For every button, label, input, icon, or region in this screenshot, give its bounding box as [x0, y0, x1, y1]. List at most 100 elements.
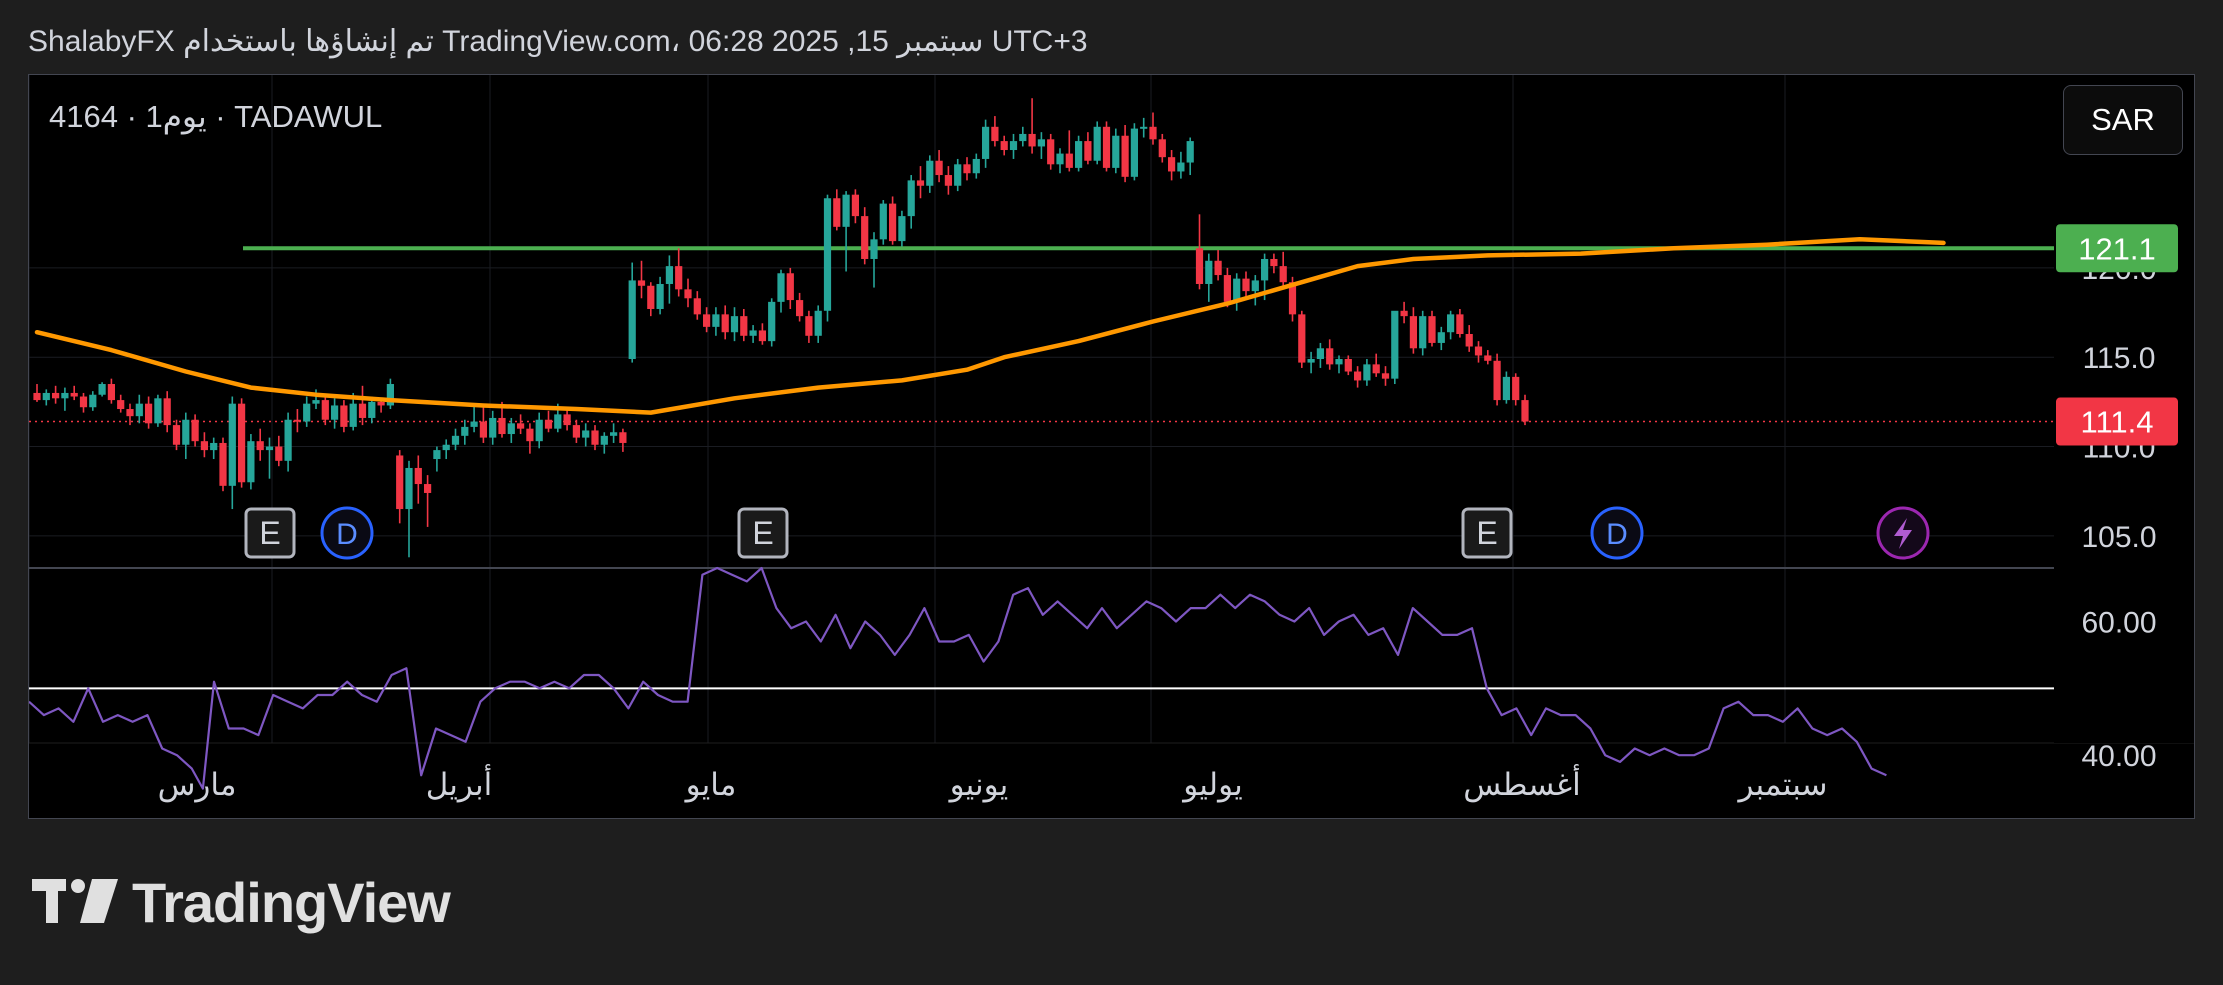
candle-up: [1019, 133, 1027, 142]
candle-down: [1474, 346, 1483, 356]
chart-panel[interactable]: EDEED105.0110.0115.0120.040.0060.00121.1…: [28, 74, 2195, 819]
candle-down: [889, 203, 897, 242]
candle-down: [517, 423, 525, 429]
candle-down: [256, 441, 264, 451]
candle-up: [628, 280, 636, 360]
candle-up: [842, 194, 850, 227]
candle-up: [89, 394, 97, 408]
candle-up: [182, 419, 190, 445]
last-price-badge-text: 111.4: [2081, 405, 2154, 440]
candle-up: [210, 442, 218, 451]
resistance-price-badge-text: 121.1: [2078, 231, 2156, 266]
split-marker[interactable]: [1876, 506, 1930, 560]
candle-down: [721, 314, 729, 333]
tradingview-logo-text: TradingView: [132, 870, 451, 934]
candle-up: [1251, 280, 1259, 292]
earnings-marker[interactable]: E: [1461, 507, 1513, 559]
candle-down: [1456, 314, 1464, 335]
candle-up: [582, 430, 590, 438]
candle-down: [1279, 266, 1287, 283]
moving-average-line: [34, 237, 1946, 415]
candle-up: [1205, 260, 1213, 284]
dividend-marker[interactable]: D: [1590, 506, 1644, 560]
candle-up: [470, 421, 478, 427]
candles-layer: [33, 98, 1529, 558]
tradingview-logo[interactable]: TradingView: [32, 870, 451, 934]
candle-down: [1158, 139, 1166, 158]
candle-up: [898, 216, 906, 242]
candle-down: [563, 414, 571, 426]
candle-down: [321, 400, 329, 420]
candle-up: [303, 403, 311, 422]
candle-up: [405, 467, 413, 510]
candle-down: [935, 160, 943, 176]
candle-down: [526, 428, 534, 442]
candle-up: [749, 330, 757, 336]
candle-up: [1186, 141, 1194, 163]
candle-down: [693, 298, 701, 315]
candle-down: [396, 455, 404, 510]
candle-down: [796, 300, 804, 317]
candle-up: [247, 441, 255, 483]
dividend-marker[interactable]: D: [320, 506, 374, 560]
currency-button[interactable]: SAR: [2063, 85, 2183, 155]
earnings-marker[interactable]: E: [244, 507, 296, 559]
candle-down: [52, 392, 60, 399]
candle-up: [507, 423, 515, 435]
candle-down: [126, 409, 134, 417]
candle-down: [637, 280, 646, 286]
candle-down: [703, 314, 711, 327]
month-label: مايو: [684, 767, 737, 803]
candle-up: [610, 432, 618, 436]
candlestick-chart[interactable]: EDEED105.0110.0115.0120.040.0060.00121.1…: [29, 75, 2194, 818]
candle-up: [1177, 162, 1185, 172]
candle-down: [1354, 371, 1362, 381]
candle-up: [1307, 359, 1315, 363]
candle-down: [1381, 373, 1390, 379]
candle-up: [1093, 126, 1101, 161]
candle-down: [1000, 141, 1008, 151]
candle-up: [656, 283, 664, 309]
candle-down: [786, 273, 794, 301]
candle-up: [879, 203, 887, 240]
candle-up: [1363, 364, 1371, 381]
candle-down: [944, 175, 952, 186]
candle-down: [544, 419, 553, 429]
price-tick-label: 105.0: [2081, 521, 2156, 554]
earnings-marker-glyph: E: [752, 515, 773, 551]
candle-up: [42, 392, 50, 401]
candle-up: [768, 301, 776, 342]
candle-down: [33, 392, 41, 401]
earnings-marker[interactable]: E: [737, 507, 789, 559]
earnings-marker-box: [244, 507, 296, 559]
candle-down: [1270, 258, 1278, 267]
candle-down: [916, 180, 925, 186]
candle-down: [340, 405, 348, 427]
candle-up: [1112, 135, 1120, 168]
candle-up: [823, 198, 832, 311]
candle-down: [647, 285, 655, 309]
candle-down: [358, 403, 367, 418]
candle-up: [1130, 128, 1138, 177]
candle-up: [489, 417, 497, 438]
dividend-marker-glyph: D: [1606, 518, 1628, 551]
candle-down: [117, 400, 125, 410]
candle-up: [61, 392, 69, 399]
candle-down: [70, 392, 78, 397]
candle-up: [331, 405, 339, 420]
candle-down: [1372, 364, 1380, 374]
symbol-label: 4164 · يوم1 · TADAWUL: [49, 99, 383, 134]
candle-down: [991, 126, 999, 142]
candle-up: [712, 314, 720, 327]
candle-down: [1223, 275, 1231, 302]
candle-down: [740, 316, 748, 336]
candle-down: [1065, 153, 1073, 168]
candle-up: [1233, 278, 1241, 302]
candle-down: [191, 419, 199, 442]
candle-down: [619, 432, 627, 443]
candle-up: [368, 401, 376, 418]
last-price-badge: 111.4: [2056, 397, 2178, 446]
candle-down: [498, 417, 506, 435]
last-price-badge-box: [2056, 397, 2178, 446]
